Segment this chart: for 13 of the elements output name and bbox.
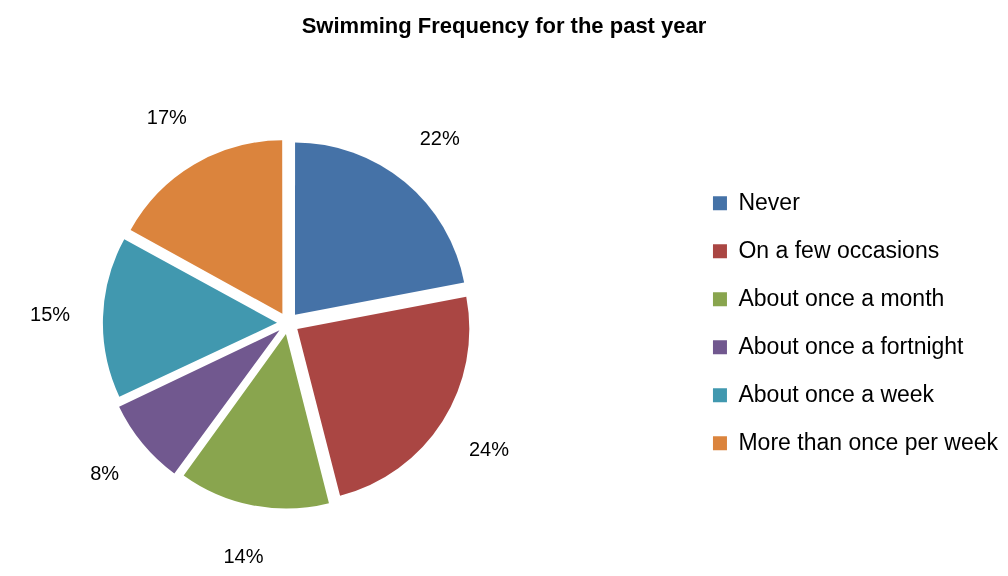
data-label: 22% <box>419 127 460 150</box>
legend-label: About once a month <box>738 284 945 311</box>
chart-title: Swimming Frequency for the past year <box>301 13 707 39</box>
legend-label: About once a week <box>738 380 935 407</box>
legend-label: More than once per week <box>738 428 999 455</box>
data-label: 14% <box>223 544 264 567</box>
legend-label: On a few occasions <box>738 236 940 263</box>
legend-label: Never <box>738 188 801 215</box>
data-label: 24% <box>468 438 510 461</box>
data-label: 17% <box>146 105 188 128</box>
data-label: 15% <box>30 303 71 326</box>
legend-label: About once a fortnight <box>738 332 965 359</box>
data-label: 8% <box>90 462 120 485</box>
